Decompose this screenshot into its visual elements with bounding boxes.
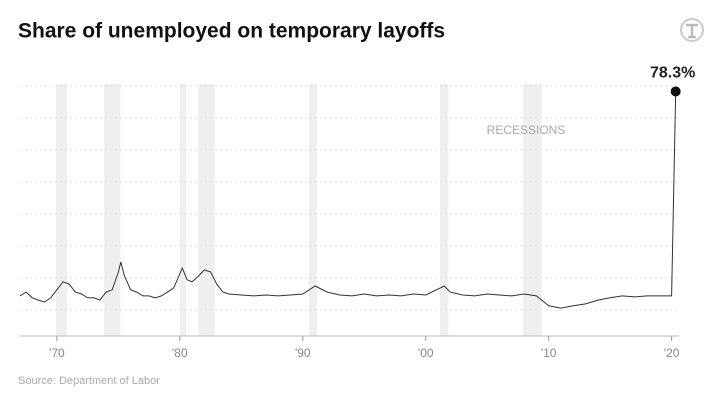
x-tick-label: '20 xyxy=(664,346,680,360)
end-label: 78.3% xyxy=(650,65,695,82)
logo-ring xyxy=(680,18,704,42)
end-point xyxy=(670,86,681,97)
x-tick-label: '00 xyxy=(418,346,434,360)
source: Source: Department of Labor xyxy=(18,375,160,387)
recession-band xyxy=(179,84,186,336)
x-tick-label: '70 xyxy=(49,346,65,360)
logo-letter xyxy=(686,23,698,39)
chart-title: Share of unemployed on temporary layoffs xyxy=(18,20,445,43)
x-tick-label: '90 xyxy=(295,346,311,360)
x-tick-label: '80 xyxy=(172,346,188,360)
recession-band xyxy=(55,84,68,336)
recession-label: RECESSIONS xyxy=(487,123,566,137)
recession-band xyxy=(308,84,318,336)
recession-band xyxy=(440,84,449,336)
logo xyxy=(680,18,704,42)
recession-band xyxy=(523,84,542,336)
recession-band xyxy=(198,84,215,336)
x-tick-label: '10 xyxy=(541,346,557,360)
data-line xyxy=(19,91,677,309)
recession-band xyxy=(103,84,121,336)
